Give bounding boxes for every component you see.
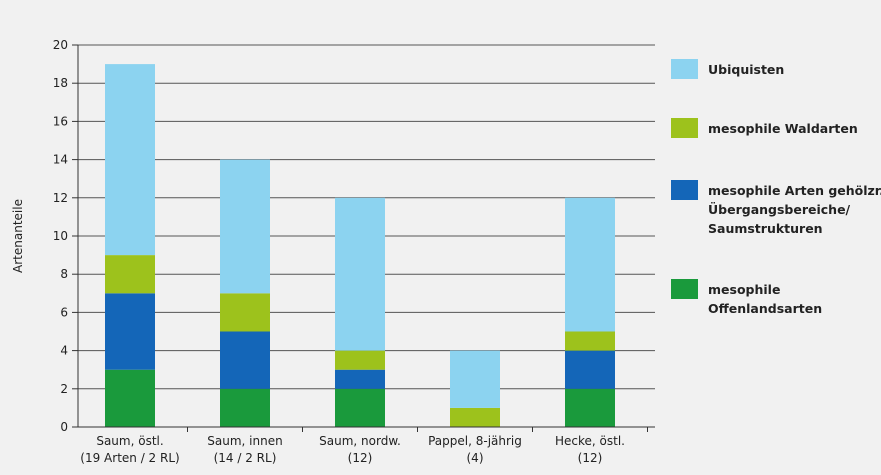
legend-entry-label: mesophile Offenlandsarten — [708, 282, 822, 316]
bar-segment — [220, 331, 270, 389]
bars-layer — [105, 64, 615, 427]
bar-segment — [335, 197, 385, 351]
bar-segment — [220, 159, 270, 294]
bar-segment — [565, 197, 615, 332]
x-category-label-line: Hecke, östl. — [555, 434, 625, 448]
y-tick-label: 14 — [53, 153, 68, 167]
y-tick-label: 2 — [60, 382, 68, 396]
y-tick-label: 4 — [60, 344, 68, 358]
bar-segment — [105, 369, 155, 427]
legend-entry-label: Ubiquisten — [708, 62, 784, 77]
bar-segment — [220, 293, 270, 332]
x-category-label-line: (14 / 2 RL) — [214, 451, 277, 465]
bar-segment — [565, 350, 615, 389]
legend-swatch — [671, 180, 698, 200]
bar-segment — [335, 350, 385, 370]
legend-swatch — [671, 59, 698, 79]
x-category-label: Saum, innen (14 / 2 RL) — [207, 434, 282, 465]
legend-entry-label-line: Saumstrukturen — [708, 221, 823, 236]
y-tick-label: 12 — [53, 191, 68, 205]
legend-entry-label-line: mesophile Arten gehölzr. — [708, 183, 881, 198]
y-tick-label: 10 — [53, 229, 68, 243]
y-tick-label: 18 — [53, 76, 68, 90]
bar-segment — [105, 293, 155, 370]
x-category-label-line: (12) — [578, 451, 603, 465]
labels-layer: 0 2 4 6 8 10 12 14 16 18 20 Saum, östl. (19 Arten / … — [11, 38, 625, 465]
legend-entry-label-line: Übergangsbereiche/ — [708, 202, 851, 217]
x-category-label: Saum, nordw. (12) — [319, 434, 401, 465]
legend-entry-label: mesophile Arten gehölzr. Übergangsbereich… — [708, 183, 881, 236]
x-category-label: Saum, östl. (19 Arten / 2 RL) — [80, 434, 179, 465]
y-axis-label: Artenanteile — [11, 199, 25, 273]
y-tick-label: 20 — [53, 38, 68, 52]
legend-swatch — [671, 118, 698, 138]
bar-segment — [105, 64, 155, 256]
axes-layer — [72, 44, 655, 432]
legend-swatch — [671, 279, 698, 299]
x-category-label: Pappel, 8-jährig (4) — [428, 434, 522, 465]
y-tick-label: 0 — [60, 420, 68, 434]
bar-segment — [220, 388, 270, 427]
bar-segment — [105, 255, 155, 294]
legend-entry-label-line: Ubiquisten — [708, 62, 784, 77]
x-category-label-line: (12) — [348, 451, 373, 465]
bar-segment — [565, 331, 615, 351]
bar-segment — [450, 407, 500, 427]
bar-segment — [565, 388, 615, 427]
x-category-label-line: (19 Arten / 2 RL) — [80, 451, 179, 465]
x-category-label-line: Saum, nordw. — [319, 434, 401, 448]
y-tick-label: 6 — [60, 305, 68, 319]
y-tick-label: 16 — [53, 114, 68, 128]
bar-segment — [335, 388, 385, 427]
legend-entry-label: mesophile Waldarten — [708, 121, 858, 136]
x-category-label-line: (4) — [467, 451, 484, 465]
y-tick-label: 8 — [60, 267, 68, 281]
x-category-label: Hecke, östl. (12) — [555, 434, 625, 465]
bar-segment — [335, 369, 385, 389]
bar-segment — [450, 350, 500, 408]
x-category-label-line: Pappel, 8-jährig — [428, 434, 522, 448]
x-category-label-line: Saum, östl. — [96, 434, 163, 448]
legend-entry-label-line: mesophile — [708, 282, 780, 297]
legend-entry-label-line: Offenlandsarten — [708, 301, 822, 316]
legend-entry-label-line: mesophile Waldarten — [708, 121, 858, 136]
legend: Ubiquisten mesophile Waldarten mesophile A… — [671, 59, 881, 316]
x-category-label-line: Saum, innen — [207, 434, 282, 448]
